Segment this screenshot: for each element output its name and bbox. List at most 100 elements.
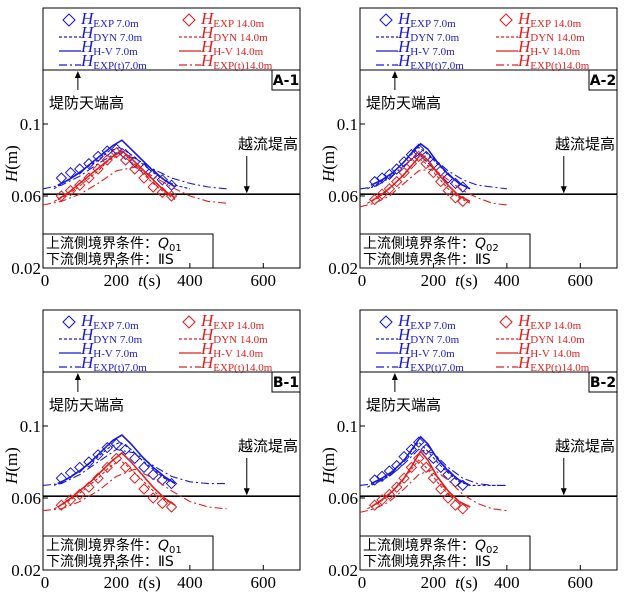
downstream-condition-label: 下流側境界条件：ⅡS <box>46 251 174 268</box>
x-tick-label: 600 <box>251 573 277 592</box>
x-tick-label: 600 <box>568 573 594 592</box>
x-axis-label: t(s) <box>138 271 161 290</box>
series-line <box>370 153 471 203</box>
legend-subscript: H-V 14.0m <box>530 46 580 58</box>
y-tick-label: 0.02 <box>328 561 358 580</box>
data-point <box>101 145 113 157</box>
upstream-prefix: 上流側境界条件： <box>363 537 475 554</box>
data-point <box>83 172 95 184</box>
legend-marker-diamond <box>182 315 196 329</box>
legend-box <box>42 7 301 71</box>
panel-id-box <box>588 371 618 393</box>
legend-subscript: DYN 14.0m <box>530 334 585 346</box>
series-line <box>359 154 507 190</box>
upstream-q-index: 02 <box>486 545 499 556</box>
x-axis-unit: (s) <box>460 573 478 592</box>
legend-label: HDYN 14.0m <box>517 325 585 346</box>
data-point <box>147 492 159 504</box>
data-point <box>92 449 104 461</box>
legend-label: HEXP(t)14.0m <box>517 353 590 374</box>
legend-subscript: EXP(t)7.0m <box>93 362 147 374</box>
legend-subscript: EXP(t)14.0m <box>530 60 589 72</box>
upstream-condition-label: 上流側境界条件：Q01 <box>46 537 182 556</box>
legend-symbol: H <box>517 37 532 56</box>
legend-subscript: DYN 14.0m <box>213 32 268 44</box>
legend-symbol: H <box>517 353 532 372</box>
legend-label: HEXP 7.0m <box>397 311 456 332</box>
x-tick-label: 200 <box>421 573 447 592</box>
data-point <box>165 477 178 490</box>
upstream-q-symbol: Q <box>158 538 169 554</box>
data-point <box>420 461 432 474</box>
data-point <box>64 166 77 179</box>
panel-id: B-1 <box>273 375 299 391</box>
legend-symbol: H <box>397 311 412 330</box>
downstream-condition-label: 下流側境界条件：ⅡS <box>363 251 491 268</box>
legend-subscript: EXP(t)14.0m <box>213 60 272 72</box>
data-point <box>74 179 86 191</box>
legend-subscript: EXP 14.0m <box>530 320 581 332</box>
legend-box <box>359 7 618 71</box>
legend-label: HEXP(t)14.0m <box>200 51 273 72</box>
overflow-arrowhead <box>560 186 567 194</box>
legend-label: HEXP(t)7.0m <box>80 353 147 374</box>
upstream-prefix: 上流側境界条件： <box>363 235 475 252</box>
data-point <box>391 175 403 188</box>
legend-marker-diamond <box>182 13 196 27</box>
y-axis-unit: (m) <box>319 145 338 170</box>
data-point <box>156 174 169 186</box>
y-tick-label: 0.1 <box>20 115 41 134</box>
data-point <box>368 175 381 188</box>
series-line <box>57 433 176 485</box>
x-axis-label: t(s) <box>455 271 478 290</box>
y-tick-label: 0.06 <box>328 187 358 206</box>
series-line <box>42 152 227 190</box>
legend-subscript: DYN 7.0m <box>410 334 459 346</box>
legend-symbol: H <box>397 9 412 28</box>
legend-marker-diamond <box>379 315 393 329</box>
data-point <box>156 497 169 510</box>
panel-id: A-2 <box>590 73 616 89</box>
overflow-label: 越流堤高 <box>238 437 298 455</box>
y-tick-label: 0.06 <box>11 489 41 508</box>
data-point <box>165 190 178 202</box>
legend-subscript: DYN 7.0m <box>93 334 142 346</box>
series-line <box>370 435 471 487</box>
legend-subscript: H-V 14.0m <box>530 348 580 360</box>
legend-symbol: H <box>517 51 532 70</box>
upstream-condition-label: 上流側境界条件：Q02 <box>363 235 499 254</box>
legend-label: HEXP 14.0m <box>517 9 582 30</box>
downstream-condition-label: 下流側境界条件：ⅡS <box>46 553 174 570</box>
legend-marker-diamond <box>379 13 393 27</box>
y-axis-label: H(m) <box>319 447 338 485</box>
legend-label: HH-V 7.0m <box>397 339 455 360</box>
y-axis-symbol: H <box>2 168 21 183</box>
x-axis-symbol: t <box>138 573 144 592</box>
x-axis-symbol: t <box>138 271 144 290</box>
legend-symbol: H <box>80 37 95 56</box>
y-tick-label: 0.02 <box>11 259 41 278</box>
data-point <box>383 488 396 501</box>
data-point <box>435 483 447 495</box>
legend-symbol: H <box>200 37 215 56</box>
legend-symbol: H <box>80 23 95 42</box>
data-point <box>457 503 469 515</box>
legend-label: HDYN 7.0m <box>80 23 143 44</box>
data-point <box>391 163 403 175</box>
legend-symbol: H <box>200 311 215 330</box>
legend-subscript: EXP(t)14.0m <box>213 362 272 374</box>
legend-label: HH-V 7.0m <box>80 339 138 360</box>
legend-marker-diamond <box>62 315 76 329</box>
legend-label: HDYN 14.0m <box>517 23 585 44</box>
legend-symbol: H <box>80 51 95 70</box>
series-line <box>42 468 227 512</box>
panel-id-box <box>271 371 301 393</box>
legend-marker-diamond <box>499 315 513 329</box>
series-line <box>359 168 507 208</box>
legend-label: HEXP(t)7.0m <box>397 51 464 72</box>
legend-subscript: EXP 14.0m <box>213 320 264 332</box>
data-point <box>383 183 396 195</box>
